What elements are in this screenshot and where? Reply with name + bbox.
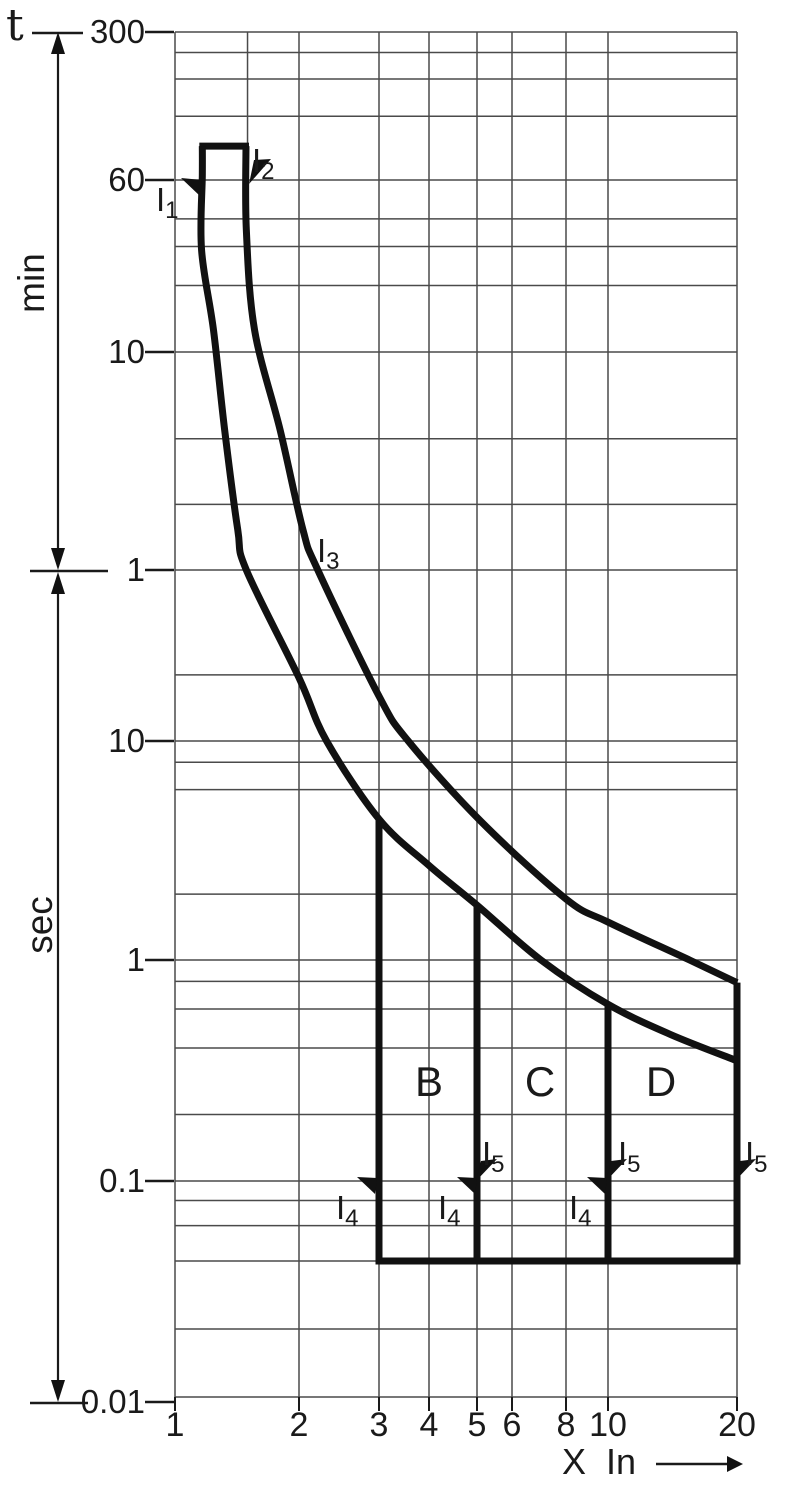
marker-triangle-i5 [606, 1159, 627, 1181]
marker-triangle-i2 [249, 159, 271, 184]
annotation-subscript: 5 [754, 1151, 768, 1178]
annotation-label-i5: I5 [745, 1135, 768, 1179]
x-tick-label: 10 [589, 1406, 627, 1444]
annotation-subscript: 3 [326, 548, 340, 575]
annotation-label-i5: I5 [618, 1135, 641, 1179]
sec-arrow-up-icon [51, 572, 65, 594]
region-outline [375, 819, 741, 1265]
marker-triangle-i5 [476, 1159, 497, 1181]
annotation-subscript: 4 [578, 1205, 592, 1232]
x-tick-label: 4 [419, 1406, 439, 1444]
y-tick-label: 60 [108, 161, 145, 198]
annotation-label-i5: I5 [482, 1135, 505, 1179]
min-arrow-down-icon [51, 548, 65, 570]
annotation-label-i2: I2 [252, 142, 275, 186]
annotation-base: I [569, 1189, 579, 1226]
annotation-label-i4: I4 [569, 1189, 592, 1233]
y-tick-label: 1 [126, 941, 145, 978]
y-tick-label: 10 [108, 722, 145, 759]
y-tick-label: 0.01 [80, 1383, 145, 1420]
x-tick-label: 8 [556, 1406, 576, 1444]
region-label-b: B [414, 1058, 443, 1105]
annotation-base: I [618, 1135, 628, 1172]
x-axis-arrow-right-icon [727, 1456, 743, 1472]
annotation-label-i3: I3 [317, 532, 340, 576]
annotation-base: I [438, 1189, 448, 1226]
annotation-label-i4: I4 [438, 1189, 461, 1233]
y-tick-label: 300 [89, 13, 145, 50]
annotation-subscript: 2 [261, 158, 275, 185]
annotation-subscript: 5 [491, 1151, 505, 1178]
marker-triangle-i4 [457, 1177, 477, 1194]
y-tick-label: 1 [126, 551, 145, 588]
trip-curve-upper [242, 146, 739, 986]
annotation-base: I [317, 532, 327, 569]
marker-triangle-i4 [357, 1177, 377, 1194]
annotation-subscript: 1 [165, 197, 179, 224]
min-arrow-up-icon [51, 32, 65, 54]
annotation-subscript: 5 [627, 1151, 641, 1178]
y-tick-label: 0.1 [99, 1162, 145, 1199]
x-tick-label: 2 [289, 1406, 309, 1444]
x-tick-label: 6 [502, 1406, 522, 1444]
annotation-base: I [482, 1135, 492, 1172]
annotation-base: I [252, 142, 262, 179]
annotation-base: I [745, 1135, 755, 1172]
time-axis-symbol: t [6, 0, 24, 51]
x-tick-label: 1 [165, 1406, 185, 1444]
x-axis-title: X In [562, 1441, 637, 1482]
annotation-subscript: 4 [447, 1205, 461, 1232]
annotation-label-i1: I1 [156, 181, 179, 225]
region-label-d: D [645, 1058, 677, 1105]
x-tick-label: 5 [467, 1406, 487, 1444]
sec-arrow-down-icon [51, 1380, 65, 1402]
marker-triangle-i1 [181, 178, 202, 196]
region-label-c: C [524, 1058, 556, 1105]
x-tick-label: 20 [718, 1406, 756, 1444]
annotation-base: I [156, 181, 166, 218]
trip-curve-lower [197, 146, 739, 1065]
y-tick-label: 10 [108, 333, 145, 370]
marker-triangle-i4 [587, 1177, 607, 1194]
y-unit-min-label: min [11, 253, 52, 313]
annotation-subscript: 4 [345, 1205, 359, 1232]
marker-triangle-i5 [735, 1159, 756, 1181]
annotation-base: I [336, 1189, 346, 1226]
x-tick-label: 3 [369, 1406, 389, 1444]
annotation-label-i4: I4 [336, 1189, 359, 1233]
